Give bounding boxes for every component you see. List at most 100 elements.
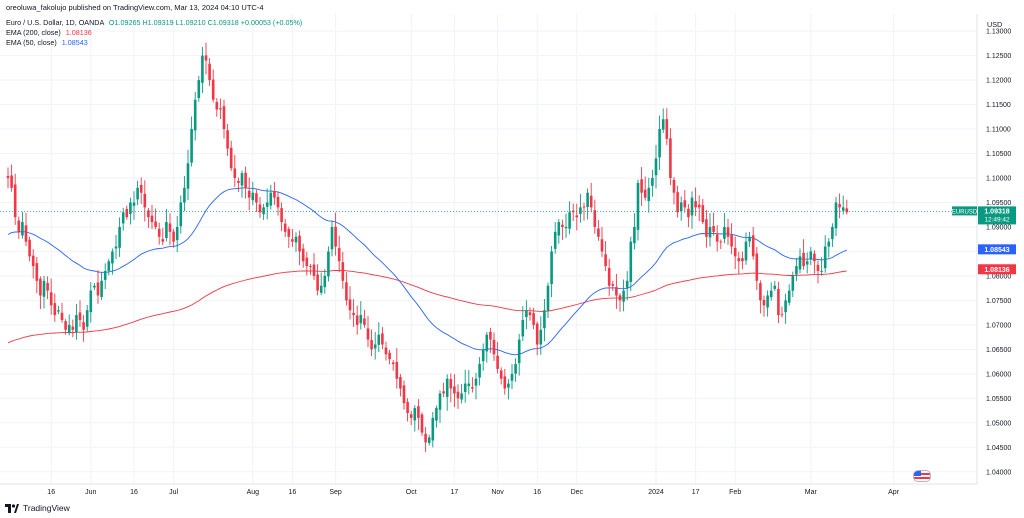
- last-price-tag: [978, 206, 1016, 225]
- candle-body: [841, 207, 845, 211]
- time-tick-label: 16: [47, 489, 55, 496]
- candle-body: [438, 393, 442, 410]
- candle-body: [715, 234, 719, 242]
- candle-body: [755, 253, 759, 281]
- candle-body: [575, 215, 579, 218]
- candle-body: [820, 271, 823, 272]
- candle-body: [229, 147, 233, 169]
- candle-body: [42, 280, 46, 297]
- ema200-price-tag: [978, 264, 1016, 275]
- candle-body: [247, 190, 251, 198]
- us-flag-icon: [913, 470, 931, 482]
- legend-ema50-row[interactable]: EMA (50, close) 1.08543: [6, 38, 302, 48]
- candle-body: [748, 236, 751, 242]
- candle-body: [309, 266, 312, 267]
- candle-body: [467, 383, 471, 387]
- candle-body: [600, 239, 604, 252]
- candle-body: [35, 263, 39, 281]
- time-axis[interactable]: 16 Jun 16 Jul Aug 16 Sep Oct 17 Nov 16 Dec 2024 17 Feb…: [47, 489, 899, 496]
- candle-body: [705, 219, 708, 237]
- price-tick-label: 1.06500: [986, 347, 1011, 354]
- candle-body: [845, 208, 849, 213]
- tradingview-logo[interactable]: TradingView: [5, 503, 70, 513]
- candle-body: [193, 99, 197, 131]
- candle-body: [345, 282, 348, 301]
- candle-body: [237, 180, 240, 183]
- candle-body: [823, 246, 827, 269]
- candle-body: [787, 290, 791, 303]
- candle-body: [773, 285, 777, 289]
- candle-body: [780, 314, 784, 316]
- candle-body: [741, 258, 744, 262]
- candle-body: [604, 254, 607, 267]
- candle-body: [615, 287, 618, 296]
- candle-body: [132, 202, 136, 206]
- candle-body: [406, 401, 409, 414]
- price-tick-label: 1.07500: [986, 298, 1011, 305]
- ema50-price-text: 1.08543: [984, 247, 1009, 254]
- candle-body: [769, 290, 773, 298]
- candle-body: [460, 393, 463, 400]
- candle-body: [183, 187, 186, 203]
- candle-body: [121, 212, 125, 224]
- candle-body: [201, 55, 204, 83]
- candle-body: [359, 315, 363, 324]
- candle-body: [456, 391, 460, 399]
- legend-ema200-row[interactable]: EMA (200, close) 1.08136: [6, 28, 302, 38]
- candle-body: [348, 299, 352, 311]
- price-tick-label: 1.08000: [986, 273, 1011, 280]
- candle-body: [154, 221, 157, 227]
- candle-body: [6, 176, 10, 179]
- candle-body: [240, 173, 244, 186]
- candle-body: [71, 326, 75, 330]
- candle-body: [89, 290, 93, 313]
- candle-body: [197, 80, 201, 99]
- candle-body: [831, 226, 834, 240]
- candle-body: [341, 262, 345, 281]
- candle-body: [161, 239, 165, 242]
- candle-body: [53, 303, 57, 316]
- candle-body: [463, 383, 467, 392]
- price-tick-label: 1.09500: [986, 200, 1011, 207]
- candle-body: [75, 315, 78, 333]
- legend-symbol-row[interactable]: Euro / U.S. Dollar, 1D, OANDA O1.09265 H…: [6, 18, 302, 28]
- candle-body: [784, 300, 787, 313]
- candle-body: [640, 179, 643, 193]
- candle-body: [427, 437, 431, 443]
- candle-body: [525, 310, 528, 318]
- candle-body: [114, 246, 118, 249]
- candle-body: [687, 208, 690, 218]
- candle-body: [298, 235, 301, 252]
- candle-body: [219, 108, 222, 110]
- price-tick-label: 1.04500: [986, 445, 1011, 452]
- candle-body: [679, 202, 683, 212]
- price-axis[interactable]: 1.04000 1.04500 1.05000 1.05500 1.06000 1.065…: [986, 29, 1011, 477]
- candle-body: [39, 278, 42, 296]
- candle-body: [305, 257, 309, 267]
- candle-body: [136, 187, 139, 200]
- candle-body: [579, 207, 582, 214]
- price-tick-label: 1.12000: [986, 78, 1011, 85]
- candle-body: [316, 274, 319, 291]
- candle-body: [399, 376, 402, 389]
- candle-body: [712, 226, 715, 232]
- candle-body: [766, 295, 769, 308]
- candle-body: [633, 226, 636, 244]
- candle-body: [395, 361, 399, 379]
- ema50-label: EMA (50, close): [6, 38, 57, 47]
- candle-body: [730, 234, 733, 247]
- candle-body: [597, 228, 600, 237]
- candle-body: [172, 231, 175, 242]
- candle-body: [363, 318, 366, 325]
- candle-body: [708, 226, 712, 238]
- candle-body: [409, 414, 413, 418]
- candle-body: [10, 175, 13, 188]
- candle-body: [93, 285, 96, 288]
- currency-label[interactable]: USD: [987, 20, 1003, 29]
- candle-body: [611, 284, 615, 286]
- candle-body: [226, 130, 229, 149]
- candle-body: [503, 376, 507, 389]
- ema50-value: 1.08543: [61, 38, 88, 47]
